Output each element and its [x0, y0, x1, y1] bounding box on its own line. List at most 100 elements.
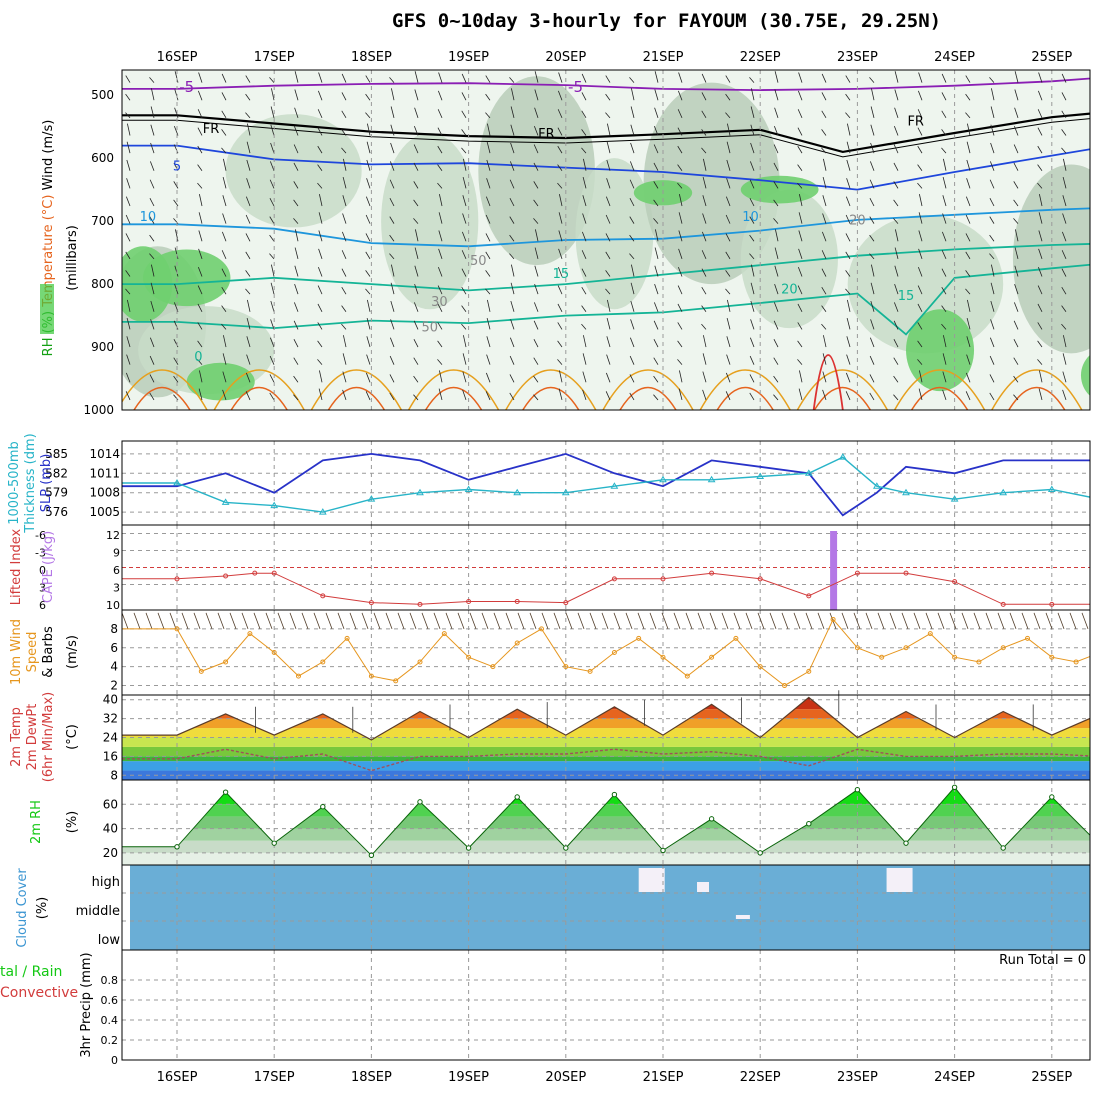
upper-wind-barb [294, 89, 299, 101]
upper-wind-barb [126, 354, 131, 365]
wind-speed-point [320, 659, 326, 665]
upper-wind-barb [869, 392, 875, 401]
upper-wind-barb [413, 199, 419, 207]
upper-wind-barb [702, 213, 707, 224]
surface-wind-barb [721, 612, 729, 630]
upper-wind-barb [318, 230, 323, 242]
upper-wind-barb [750, 282, 755, 295]
surface-wind-barb [133, 612, 141, 630]
upper-wind-barb [583, 335, 587, 348]
upper-wind-barb [246, 159, 251, 171]
upper-wind-barb [509, 234, 515, 242]
surface-wind-barb [661, 612, 669, 630]
contour-label: -5 [179, 78, 194, 96]
upper-wind-barb [942, 176, 947, 189]
upper-wind-barb [437, 145, 443, 154]
upper-wind-barb [318, 72, 323, 83]
rh-point [903, 840, 909, 846]
surface-wind-barb [409, 612, 417, 630]
upper-wind-barb [989, 197, 995, 207]
upper-wind-barb [341, 323, 347, 330]
slp-ylabel-part: SLP (mb) [39, 454, 54, 513]
upper-wind-barb [991, 264, 995, 277]
rh-point [465, 845, 472, 851]
upper-wind-barb [533, 357, 539, 365]
upper-wind-barb [797, 322, 803, 330]
surface-wind-barb [1009, 612, 1017, 630]
upper-wind-barb [1014, 247, 1019, 259]
upper-wind-barb [318, 248, 323, 260]
wind-tick: 4 [110, 660, 118, 674]
upper-wind-barb [582, 213, 587, 224]
upper-wind-barb [678, 212, 683, 224]
surface-wind-barb [553, 612, 561, 630]
upper-wind-barb [557, 340, 563, 348]
surface-wind-barb [493, 612, 501, 630]
thickness-point [659, 475, 667, 483]
precip-tick: 0.4 [101, 1014, 119, 1027]
day-label-top: 24SEP [934, 50, 975, 65]
isotherm-25 [505, 369, 597, 411]
upper-wind-barb [439, 194, 443, 207]
upper-wind-barb [726, 336, 731, 348]
upper-air-frame [121, 69, 1091, 411]
upper-wind-barb [894, 107, 899, 118]
wind-ylabel-2: Speed [25, 632, 40, 673]
contour-label: 10 [742, 210, 759, 225]
upper-wind-barb [461, 250, 467, 260]
upper-wind-barb [223, 158, 227, 171]
upper-wind-barb [367, 299, 371, 312]
upper-wind-barb [509, 253, 515, 260]
upper-wind-barb [245, 75, 251, 83]
upper-wind-barb [222, 176, 227, 189]
upper-wind-barb [149, 234, 155, 242]
upper-wind-barb [653, 375, 659, 383]
upper-wind-barb [341, 286, 347, 295]
wind-speed-point [174, 626, 180, 632]
li-point [660, 576, 666, 582]
day-label-top: 16SEP [157, 50, 198, 65]
upper-wind-barb [557, 285, 563, 295]
wind-speed-point [952, 654, 958, 660]
upper-wind-barb [1061, 110, 1067, 119]
surface-wind-barb [673, 612, 681, 630]
temperature-plot [122, 690, 1090, 780]
upper-wind-barb [1062, 371, 1067, 383]
wind-speed-point [1049, 654, 1055, 660]
upper-wind-barb [653, 125, 659, 136]
upper-wind-barb [535, 229, 539, 242]
upper-wind-barb [485, 93, 491, 101]
upper-wind-barb [797, 285, 803, 295]
upper-wind-barb [533, 320, 539, 330]
upper-wind-barb [317, 182, 323, 189]
temp-ylabel: 2m Temp [9, 707, 24, 767]
rh-point [222, 789, 229, 795]
upper-wind-barb [917, 145, 923, 154]
surface-wind-barb [841, 612, 849, 630]
temp-tick: 8 [110, 768, 118, 782]
temperature-band [122, 709, 1090, 719]
upper-wind-barb [942, 371, 947, 383]
upper-wind-barb [654, 71, 659, 83]
temp-line [122, 696, 1090, 743]
upper-wind-barb [965, 270, 971, 277]
surface-wind-barb [349, 612, 357, 630]
upper-wind-barb [1063, 158, 1067, 171]
upper-wind-barb [869, 77, 875, 83]
rh-band [122, 840, 1090, 853]
rh-shading [225, 114, 362, 228]
cloud-background [130, 865, 1090, 950]
upper-wind-barb [1037, 182, 1043, 189]
upper-wind-barb [750, 142, 755, 154]
upper-wind-barb [798, 230, 803, 242]
surface-wind-barb [829, 612, 837, 630]
li-point [417, 601, 423, 607]
upper-wind-barb [461, 92, 467, 101]
upper-wind-barb [437, 359, 443, 365]
upper-wind-barb [509, 216, 515, 224]
upper-wind-barb [173, 375, 179, 383]
temp-ylabel-part: 2m Temp [9, 707, 24, 767]
surface-wind-barb [205, 612, 213, 630]
upper-wind-barb [581, 323, 587, 330]
upper-wind-barb [773, 339, 779, 348]
